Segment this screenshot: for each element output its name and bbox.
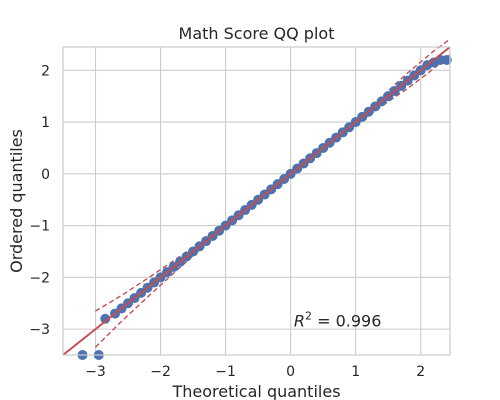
y-tick-labels: −3 −2 −1 0 1 2 [29, 63, 50, 338]
y-tick-label: 1 [41, 115, 50, 131]
confidence-band-lower [95, 54, 451, 348]
y-tick-label: −3 [29, 322, 50, 338]
x-tick-label: 1 [351, 364, 360, 380]
y-tick-label: 0 [41, 167, 50, 183]
x-tick-label: 2 [416, 364, 425, 380]
x-tick-label: −2 [150, 364, 171, 380]
y-tick-label: −2 [29, 270, 50, 286]
x-tick-label: −3 [85, 364, 106, 380]
y-tick-label: −1 [29, 219, 50, 235]
x-tick-label: −1 [215, 364, 236, 380]
y-tick-label: 2 [41, 63, 50, 79]
data-point [441, 54, 452, 65]
data-points [77, 54, 452, 360]
confidence-band-upper [95, 38, 451, 312]
chart-title: Math Score QQ plot [179, 24, 335, 43]
r-squared-value: = 0.996 [312, 311, 381, 330]
r-squared-symbol: R [294, 311, 305, 330]
r-squared-exponent: 2 [305, 309, 312, 322]
x-tick-label: 0 [286, 364, 295, 380]
fit-line-group [62, 46, 451, 356]
x-axis-title: Theoretical quantiles [171, 382, 340, 400]
y-axis-title: Ordered quantiles [7, 129, 26, 273]
x-tick-labels: −3 −2 −1 0 1 2 [85, 364, 425, 380]
r-squared-annotation: R2 = 0.996 [294, 309, 382, 330]
grid-lines [63, 47, 450, 355]
fit-line [62, 46, 451, 356]
plot-frame [62, 46, 451, 356]
